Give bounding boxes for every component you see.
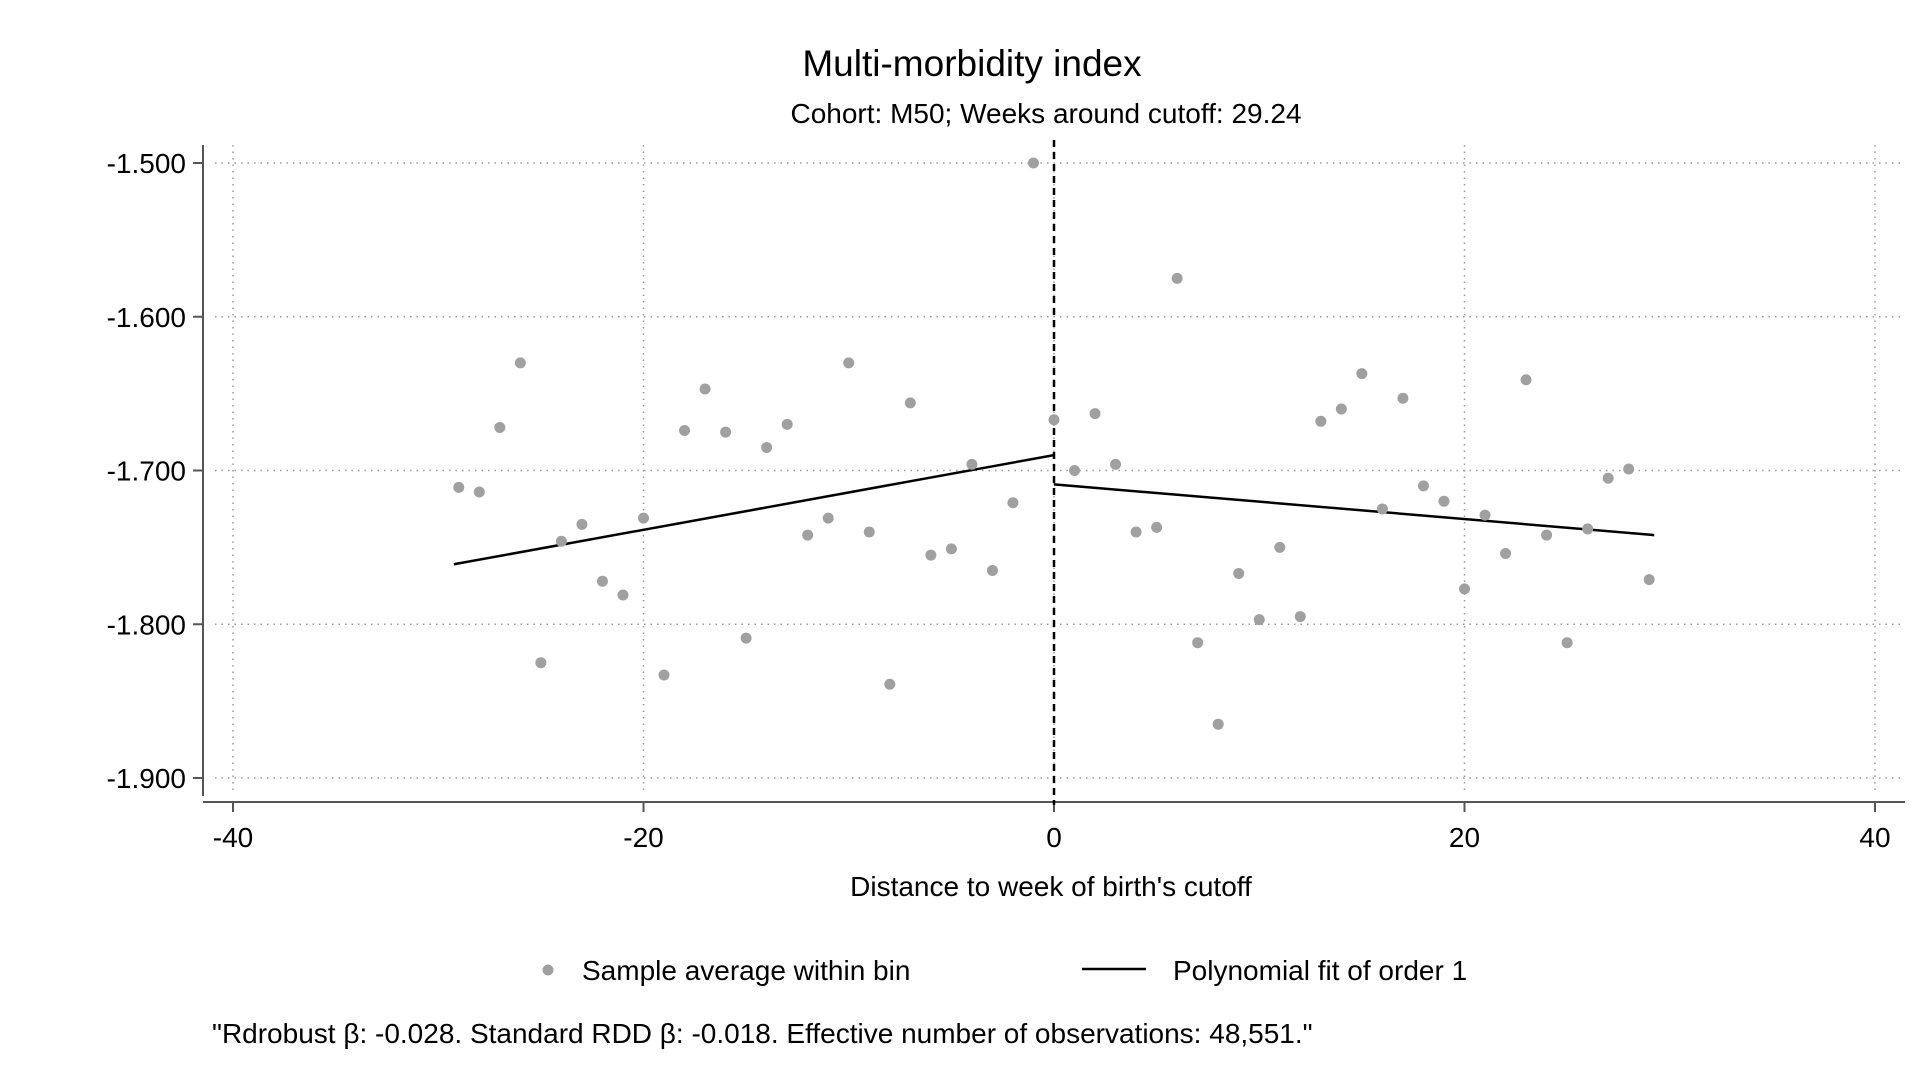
- scatter-point: [1151, 521, 1163, 533]
- axes: -1.500 -1.600 -1.700 -1.800 -1.900 -40 -20 0 20 4…: [107, 145, 1905, 853]
- scatter-point: [576, 518, 588, 530]
- scatter-point: [1007, 497, 1019, 509]
- scatter-point: [740, 632, 752, 644]
- scatter-point: [1623, 463, 1635, 475]
- scatter-point: [473, 486, 485, 498]
- scatter-point: [1459, 583, 1470, 595]
- scatter-point: [822, 512, 834, 524]
- scatter-point: [1438, 495, 1450, 507]
- scatter-point: [945, 543, 957, 555]
- x-tick-label: -40: [213, 822, 253, 853]
- scatter-point: [1192, 637, 1204, 649]
- scatter-point: [617, 589, 629, 601]
- x-tick-label: 40: [1859, 822, 1890, 853]
- fit-line-right: [1053, 483, 1655, 537]
- scatter-point: [1294, 611, 1306, 623]
- chart-note: "Rdrobust β: -0.028. Standard RDD β: -0.…: [212, 1018, 1313, 1049]
- scatter-point: [658, 669, 670, 681]
- scatter-point: [535, 657, 547, 669]
- scatter-point: [1376, 503, 1388, 515]
- scatter-point: [453, 481, 465, 493]
- scatter-points: [453, 157, 1655, 730]
- scatter-point: [1274, 541, 1286, 553]
- scatter-point: [1110, 458, 1122, 470]
- scatter-point: [1212, 718, 1224, 730]
- fit-lines: [453, 453, 1655, 566]
- scatter-point: [925, 549, 937, 561]
- legend-label-line: Polynomial fit of order 1: [1173, 955, 1467, 986]
- y-tick-label: -1.900: [107, 763, 186, 794]
- scatter-point: [1479, 509, 1491, 521]
- scatter-point: [1500, 548, 1512, 560]
- scatter-point: [1417, 480, 1429, 492]
- scatter-point: [986, 564, 998, 576]
- scatter-point: [514, 357, 526, 369]
- scatter-point: [596, 575, 608, 587]
- scatter-point: [1541, 529, 1553, 541]
- scatter-point: [1335, 403, 1347, 415]
- scatter-point: [1253, 614, 1265, 626]
- scatter-point: [555, 535, 567, 547]
- chart-subtitle: Cohort: M50; Weeks around cutoff: 29.24: [790, 98, 1301, 129]
- scatter-point: [638, 512, 649, 524]
- scatter-point: [720, 426, 732, 438]
- legend-label-scatter: Sample average within bin: [582, 955, 910, 986]
- scatter-point: [966, 458, 978, 470]
- y-tick-label: -1.800: [107, 609, 186, 640]
- scatter-point: [1356, 368, 1368, 380]
- y-tick-label: -1.700: [107, 456, 186, 487]
- gridlines: [215, 145, 1900, 790]
- scatter-point: [1582, 523, 1594, 535]
- x-tick-label: 20: [1449, 822, 1480, 853]
- scatter-point: [884, 678, 896, 690]
- scatter-point: [494, 421, 506, 433]
- scatter-point: [1397, 392, 1409, 404]
- scatter-point: [1130, 526, 1142, 538]
- y-tick-label: -1.600: [107, 302, 186, 333]
- fit-line-left: [453, 453, 1055, 566]
- scatter-point: [1048, 414, 1060, 426]
- x-tick-label: 0: [1046, 822, 1062, 853]
- scatter-point: [843, 357, 855, 369]
- x-axis-title: Distance to week of birth's cutoff: [850, 871, 1252, 902]
- scatter-point: [1602, 472, 1614, 484]
- scatter-point: [1171, 272, 1183, 284]
- scatter-point: [1561, 637, 1573, 649]
- scatter-point: [1069, 465, 1081, 476]
- x-tick-label: -20: [623, 822, 663, 853]
- scatter-point: [802, 529, 814, 541]
- scatter-point: [1520, 374, 1532, 386]
- scatter-point: [1315, 415, 1327, 427]
- y-tick-label: -1.500: [107, 148, 186, 179]
- scatter-point: [781, 418, 793, 430]
- scatter-point: [679, 425, 691, 437]
- scatter-point: [904, 397, 916, 409]
- scatter-point: [761, 441, 773, 453]
- legend-marker-scatter: [542, 964, 554, 976]
- scatter-point: [1643, 574, 1655, 586]
- scatter-point: [699, 383, 711, 395]
- scatter-point: [863, 526, 875, 538]
- scatter-point: [1089, 408, 1101, 420]
- chart-title: Multi-morbidity index: [802, 43, 1142, 84]
- scatter-point: [1027, 157, 1039, 169]
- legend: Sample average within bin Polynomial fit…: [542, 955, 1467, 986]
- scatter-point: [1233, 568, 1245, 580]
